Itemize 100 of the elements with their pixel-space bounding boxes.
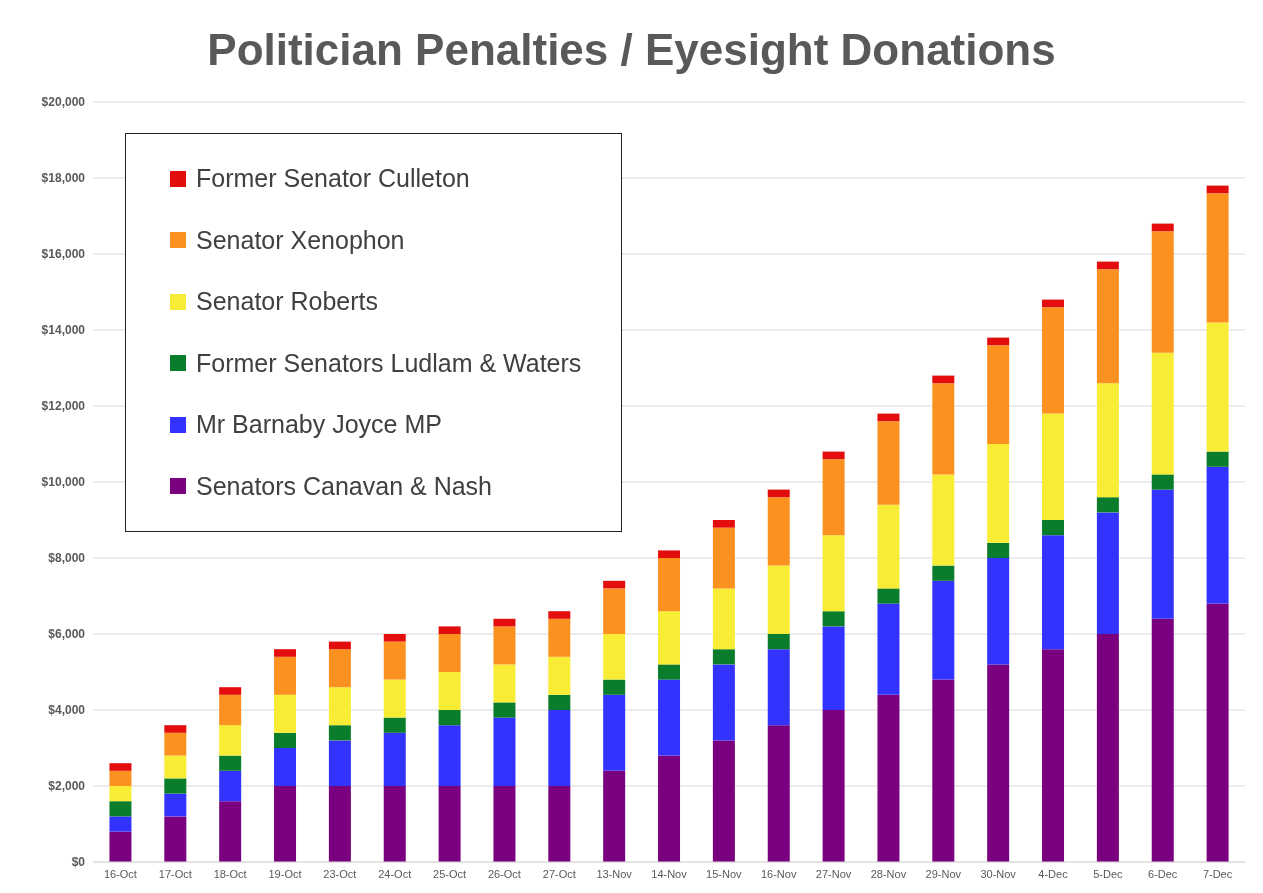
y-tick-label: $0 — [71, 855, 86, 870]
x-tick-label: 26-Oct — [487, 867, 521, 880]
x-tick-label: 25-Oct — [433, 867, 467, 880]
bar — [1206, 451, 1229, 467]
bar — [438, 634, 461, 672]
bar — [712, 649, 735, 665]
x-tick-label: 16-Nov — [760, 867, 797, 880]
bar — [987, 345, 1010, 444]
bar — [1042, 299, 1065, 308]
bar — [767, 497, 790, 566]
bar — [438, 786, 461, 862]
bar — [712, 664, 735, 741]
bar — [658, 664, 681, 680]
bar — [822, 611, 845, 627]
bar — [603, 588, 626, 634]
bar — [1096, 634, 1119, 862]
bar — [383, 634, 406, 642]
bar — [164, 755, 187, 779]
bar — [1206, 193, 1229, 323]
bar — [932, 474, 955, 566]
bar — [877, 504, 900, 589]
bar — [987, 558, 1010, 665]
bar — [877, 421, 900, 505]
x-tick-label: 29-Nov — [925, 867, 962, 880]
x-tick-label: 23-Oct — [323, 867, 357, 880]
bar — [767, 649, 790, 726]
x-tick-label: 16-Oct — [103, 867, 137, 880]
bar — [109, 763, 132, 771]
bar — [1151, 223, 1174, 232]
x-tick-label: 28-Nov — [870, 867, 907, 880]
bar — [328, 725, 351, 741]
bar — [109, 801, 132, 817]
bar — [932, 565, 955, 581]
bar — [548, 618, 571, 657]
bar — [932, 375, 955, 384]
y-tick-label: $10,000 — [41, 475, 86, 490]
y-tick-label: $12,000 — [41, 399, 86, 414]
x-tick-label: 18-Oct — [213, 867, 247, 880]
bar — [603, 694, 626, 771]
bar — [219, 694, 242, 726]
bar — [658, 611, 681, 665]
bar — [1151, 489, 1174, 619]
legend-label: Senator Roberts — [196, 287, 379, 317]
x-tick-label: 24-Oct — [378, 867, 412, 880]
bar — [548, 694, 571, 710]
bar — [328, 641, 351, 650]
bar — [109, 786, 132, 802]
bar — [767, 634, 790, 650]
bar — [932, 679, 955, 862]
bar — [712, 527, 735, 589]
bar — [712, 520, 735, 528]
y-tick-label: $2,000 — [48, 779, 86, 794]
x-tick-label: 27-Nov — [815, 867, 852, 880]
bar — [877, 413, 900, 422]
bar — [274, 656, 297, 695]
bar — [712, 740, 735, 862]
y-tick-label: $8,000 — [48, 551, 86, 566]
bar — [219, 755, 242, 771]
bar — [1096, 383, 1119, 498]
bar — [493, 664, 516, 703]
bar — [109, 816, 132, 832]
bar — [438, 725, 461, 786]
bar — [493, 702, 516, 718]
bar — [822, 451, 845, 460]
bar — [932, 580, 955, 680]
bar — [164, 732, 187, 756]
bar — [1042, 520, 1065, 536]
bar — [1206, 603, 1229, 862]
bar — [164, 778, 187, 794]
x-tick-label: 27-Oct — [542, 867, 576, 880]
bar — [822, 626, 845, 710]
bar — [1096, 512, 1119, 634]
legend-label: Former Senator Culleton — [196, 164, 470, 194]
x-tick-label: 4-Dec — [1038, 867, 1069, 880]
bar — [987, 542, 1010, 558]
legend-label: Former Senators Ludlam & Waters — [196, 348, 582, 378]
bar — [767, 725, 790, 862]
bar — [603, 770, 626, 862]
bar — [548, 786, 571, 862]
x-tick-label: 6-Dec — [1148, 867, 1178, 880]
legend-label: Senator Xenophon — [196, 225, 405, 255]
bar — [1042, 307, 1065, 414]
bar — [877, 603, 900, 695]
bar — [1151, 474, 1174, 490]
x-tick-label: 30-Nov — [980, 867, 1017, 880]
bar — [383, 679, 406, 718]
bar — [1206, 466, 1229, 604]
x-tick-label: 13-Nov — [596, 867, 633, 880]
bar — [603, 580, 626, 589]
bar — [658, 550, 681, 558]
bar — [822, 535, 845, 612]
y-tick-label: $16,000 — [41, 247, 86, 262]
bar — [1042, 649, 1065, 862]
x-tick-label: 5-Dec — [1093, 867, 1124, 880]
bar — [274, 732, 297, 748]
bar — [658, 755, 681, 862]
y-tick-label: $18,000 — [41, 171, 86, 186]
bar — [109, 831, 132, 862]
bar — [658, 679, 681, 756]
bar — [603, 679, 626, 695]
